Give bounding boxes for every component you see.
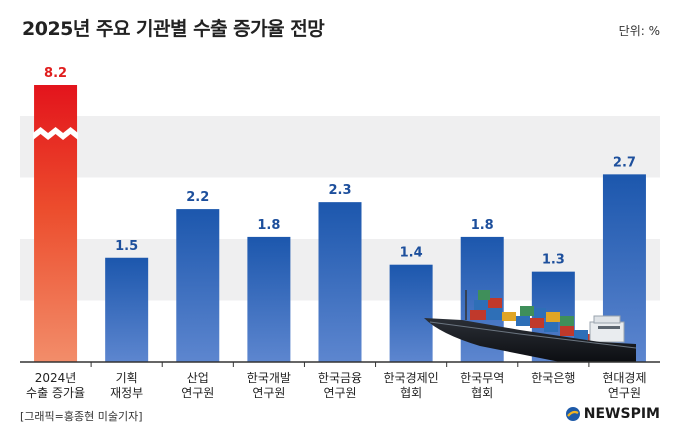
- x-tick-label: 한국은행: [531, 370, 575, 385]
- grid-band: [20, 54, 660, 116]
- value-label: 2.2: [186, 190, 209, 205]
- x-tick-label: 재정부: [110, 386, 143, 400]
- value-label: 2.7: [613, 155, 636, 170]
- x-tick-label: 수출 증가율: [26, 386, 85, 400]
- x-tick-label: 협회: [400, 386, 422, 400]
- value-label: 8.2: [44, 66, 67, 81]
- value-label: 1.8: [257, 218, 280, 233]
- value-label: 1.5: [115, 239, 138, 254]
- value-label: 1.8: [471, 218, 494, 233]
- x-tick-label: 연구원: [181, 386, 214, 400]
- x-tick-label: 한국금융: [318, 371, 362, 385]
- grid-band: [20, 116, 660, 178]
- graphic-credit: [그래픽=홍종현 미술기자]: [20, 410, 143, 423]
- brand-logo: NEWSPIM: [565, 406, 660, 422]
- value-label: 1.3: [542, 253, 565, 268]
- x-tick-label: 한국개발: [247, 371, 291, 385]
- bar: [34, 85, 78, 362]
- cargo-ship-illustration: [424, 290, 637, 362]
- axis-break-mark: [33, 127, 79, 140]
- x-tick-label: 한국경제인: [384, 371, 439, 385]
- x-tick-label: 기획: [116, 371, 138, 385]
- x-tick-label: 연구원: [323, 386, 356, 400]
- x-tick-label: 연구원: [252, 386, 285, 400]
- bar: [318, 202, 362, 362]
- x-axis-ticks: [90, 362, 590, 367]
- x-tick-label: 협회: [471, 386, 493, 400]
- x-tick-label: 2024년: [35, 371, 77, 385]
- x-tick-label: 한국무역: [460, 371, 504, 385]
- unit-label: 단위: %: [618, 24, 660, 38]
- bar: [247, 236, 291, 362]
- x-tick-label: 산업: [187, 371, 209, 385]
- bar: [176, 209, 220, 362]
- x-tick-label: 연구원: [608, 386, 641, 400]
- bar: [389, 264, 433, 362]
- chart-title: 2025년 주요 기관별 수출 증가율 전망: [22, 18, 325, 40]
- newspim-logo-icon: [565, 407, 580, 421]
- value-label: 2.3: [328, 183, 351, 198]
- x-tick-label: 현대경제: [602, 371, 646, 385]
- bar: [105, 257, 149, 362]
- value-labels: 8.2 1.5 2.2 1.8 2.3 1.4 1.8 1.3 2.7: [44, 66, 636, 268]
- value-label: 1.4: [400, 246, 423, 261]
- brand-name: NEWSPIM: [583, 406, 660, 422]
